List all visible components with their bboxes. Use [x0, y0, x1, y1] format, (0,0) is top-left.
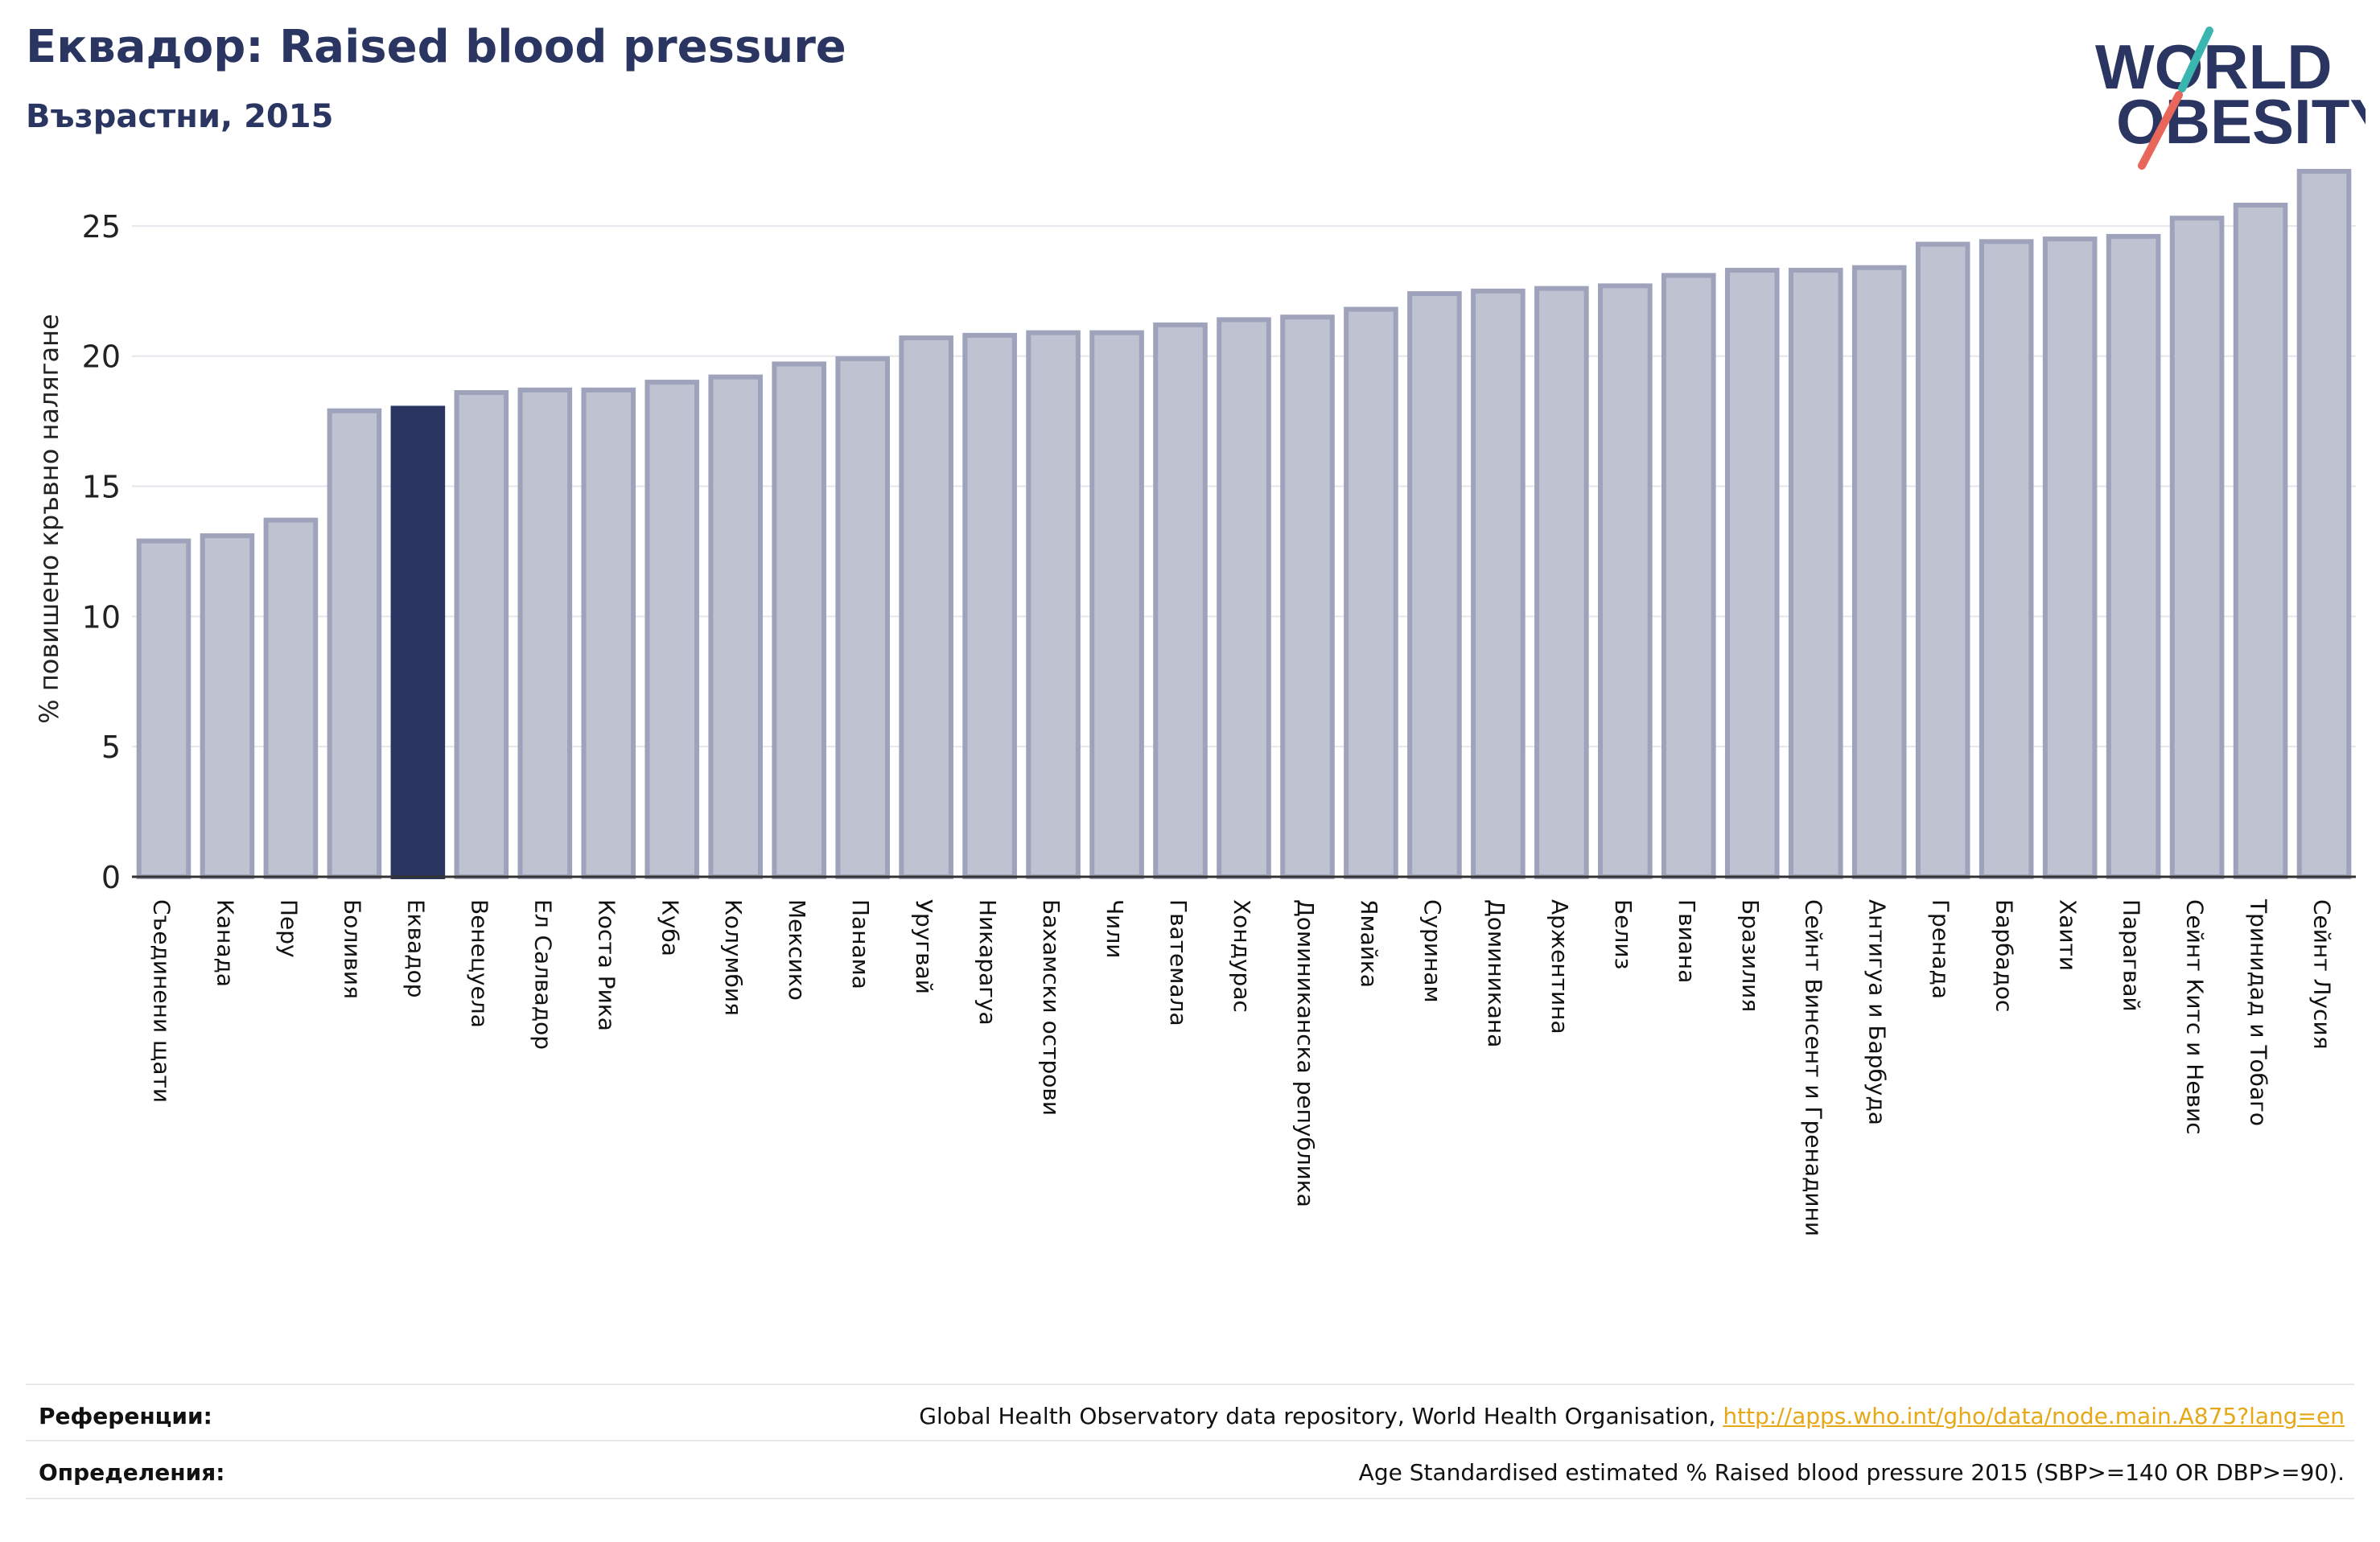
- x-tick-label: Уругвай: [911, 899, 937, 994]
- bar: [1407, 291, 1462, 879]
- bar: [1280, 315, 1335, 879]
- x-tick-label: Венецуела: [466, 899, 492, 1028]
- footer-divider-middle: [26, 1440, 2354, 1441]
- bar: [1089, 330, 1144, 880]
- footer-divider-bottom: [26, 1498, 2354, 1499]
- bar: [2233, 203, 2288, 879]
- x-tick-label: Аржентина: [1546, 899, 1573, 1034]
- references-label: Референции:: [39, 1403, 212, 1429]
- x-tick-label: Доминикана: [1483, 899, 1509, 1047]
- x-tick-label: Никарагуа: [974, 899, 1001, 1026]
- logo-slash-coral: [2138, 91, 2183, 170]
- x-tick-label: Мексико: [784, 899, 810, 1001]
- bar: [327, 408, 382, 879]
- bar: [263, 517, 319, 879]
- bar: [1915, 241, 1970, 879]
- bar: [2169, 216, 2225, 879]
- bar: [1788, 267, 1843, 880]
- bar: [1979, 239, 2034, 879]
- x-tick-label: Сейнт Лусия: [2309, 899, 2336, 1050]
- bar: [1598, 283, 1653, 879]
- bar: [1851, 265, 1907, 879]
- x-tick-label: Коста Рика: [593, 899, 620, 1031]
- references-text: Global Health Observatory data repositor…: [919, 1403, 1723, 1429]
- definitions-value: Age Standardised estimated % Raised bloo…: [1358, 1459, 2345, 1486]
- logo-line1: WORLD: [2095, 31, 2333, 102]
- x-tick-label: Колумбия: [720, 899, 747, 1016]
- bar: [1344, 306, 1398, 879]
- bar: [772, 361, 826, 880]
- bar-layer: [136, 168, 2352, 880]
- y-tick-label: 10: [82, 599, 121, 635]
- bar: [1217, 317, 1271, 880]
- bar: [1534, 286, 1589, 879]
- references-value: Global Health Observatory data repositor…: [919, 1403, 2345, 1429]
- y-tick-label: 5: [101, 730, 121, 765]
- x-tick-label: Куба: [657, 899, 683, 956]
- bar: [2106, 233, 2161, 879]
- bar: [962, 332, 1017, 879]
- x-tick-label: Боливия: [339, 899, 365, 999]
- chart-title: Еквадор: Raised blood pressure: [26, 21, 846, 73]
- y-tick-label: 0: [101, 860, 121, 895]
- bar: [1026, 330, 1081, 880]
- x-tick-label: Ел Салвадор: [529, 899, 556, 1050]
- x-tick-label: Панама: [847, 899, 874, 989]
- logo-slash-teal: [2178, 27, 2213, 93]
- x-tick-label: Перу: [275, 899, 302, 958]
- y-tick-label: 20: [82, 339, 121, 375]
- chart-subtitle: Възрастни, 2015: [26, 98, 334, 135]
- x-tick-label: Парагвай: [2119, 899, 2145, 1012]
- y-tick-label: 15: [82, 470, 121, 505]
- bar-highlight: [390, 405, 446, 880]
- bar: [2042, 236, 2098, 880]
- x-tick-label: Белиз: [1610, 899, 1637, 969]
- x-tick-label: Ямайка: [1356, 899, 1382, 988]
- bar: [1724, 267, 1780, 880]
- x-tick-label: Сейнт Винсент и Гренадини: [1801, 899, 1827, 1236]
- bar-chart: 0 5 10 15 20 25 Съединени щати Канада Перу Боливи…: [34, 168, 2356, 1236]
- definitions-label: Определения:: [39, 1459, 225, 1486]
- y-tick-label: 25: [82, 209, 121, 245]
- x-tick-label: Сейнт Китс и Невис: [2182, 899, 2209, 1135]
- x-tick-label: Гренада: [1928, 899, 1954, 999]
- footer-divider-top: [26, 1384, 2354, 1385]
- bar: [899, 335, 953, 879]
- x-tick-label: Суринам: [1419, 899, 1446, 1003]
- x-tick-label: Доминиканска република: [1292, 899, 1319, 1207]
- x-tick-label: Барбадос: [1991, 899, 2018, 1012]
- bar: [517, 387, 573, 879]
- references-link[interactable]: http://apps.who.int/gho/data/node.main.A…: [1723, 1403, 2345, 1429]
- x-tick-label: Тринидад и Тобаго: [2246, 898, 2272, 1126]
- bar: [1661, 273, 1716, 879]
- label-layer: 0 5 10 15 20 25 Съединени щати Канада Перу Боливи…: [34, 209, 2336, 1236]
- x-tick-label: Гватемала: [1165, 899, 1192, 1026]
- bar: [200, 533, 255, 879]
- x-tick-label: Бразилия: [1737, 899, 1764, 1012]
- bar: [644, 380, 700, 880]
- bar: [708, 374, 764, 880]
- x-tick-label: Гвиана: [1674, 899, 1700, 983]
- x-tick-label: Хондурас: [1229, 899, 1255, 1013]
- logo-line2: OBESITY: [2116, 86, 2366, 157]
- bar: [581, 387, 636, 879]
- x-tick-label: Еквадор: [402, 899, 429, 998]
- x-tick-label: Хаити: [2055, 899, 2081, 971]
- bar: [454, 390, 509, 879]
- x-tick-label: Канада: [212, 899, 238, 987]
- bar: [1471, 288, 1526, 879]
- bar: [1153, 322, 1208, 879]
- world-obesity-logo: WORLD OBESITY: [2095, 27, 2366, 170]
- y-axis-label: % повишено кръвно налягане: [34, 314, 64, 723]
- x-tick-label: Чили: [1101, 899, 1128, 959]
- bar: [835, 356, 890, 879]
- x-tick-label: Бахамски острови: [1038, 899, 1064, 1116]
- x-tick-label: Съединени щати: [148, 899, 175, 1103]
- bar: [136, 538, 191, 879]
- bar: [2296, 168, 2352, 880]
- x-tick-label: Антигуа и Барбуда: [1864, 899, 1891, 1125]
